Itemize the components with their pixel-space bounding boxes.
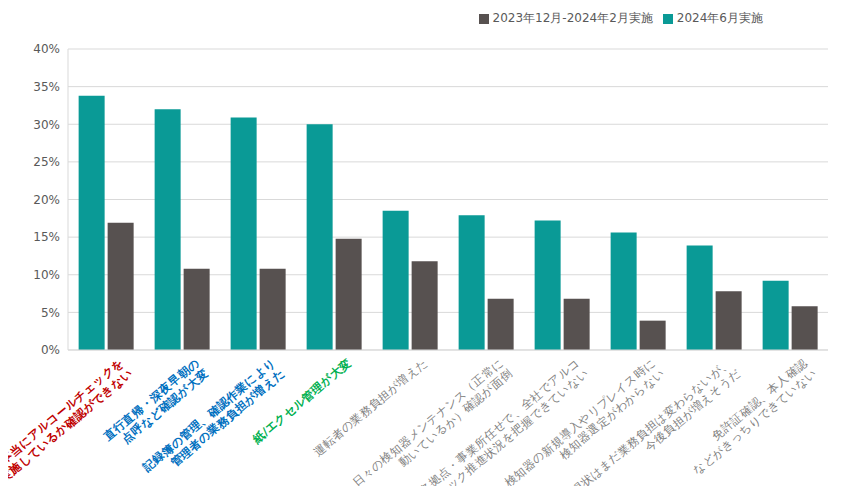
- svg-text:免許証確認、本人確認などがきっちりできていない: 免許証確認、本人確認などがきっちりできていない: [681, 356, 819, 478]
- svg-text:検知器の新規導入やリプレイス時に検知器選定がわからない: 検知器の新規導入やリプレイス時に検知器選定がわからない: [502, 356, 667, 486]
- svg-text:20%: 20%: [33, 193, 60, 207]
- svg-text:30%: 30%: [33, 118, 60, 132]
- svg-text:記録簿の管理、確認作業により管理者の業務負担が増えた: 記録簿の管理、確認作業により管理者の業務負担が増えた: [139, 356, 286, 486]
- svg-text:0%: 0%: [41, 343, 60, 357]
- svg-text:各拠点・事業所任せで、全社でアルコルチェック推進状況を把握で: 各拠点・事業所任せで、全社でアルコルチェック推進状況を把握できていない: [407, 356, 590, 486]
- svg-text:25%: 25%: [33, 155, 60, 169]
- svg-text:35%: 35%: [33, 80, 60, 94]
- svg-text:15%: 15%: [33, 230, 60, 244]
- svg-text:40%: 40%: [33, 42, 60, 56]
- svg-text:5%: 5%: [41, 306, 60, 320]
- svg-text:10%: 10%: [33, 268, 60, 282]
- svg-text:日々の検知器メンテナンス（正常に動いているか）確認が面倒: 日々の検知器メンテナンス（正常に動いているか）確認が面倒: [350, 356, 515, 486]
- svg-text:現状はまだ業務負担は変わらないが、今後負担が増えそうだ: 現状はまだ業務負担は変わらないが、今後負担が増えそうだ: [569, 356, 743, 486]
